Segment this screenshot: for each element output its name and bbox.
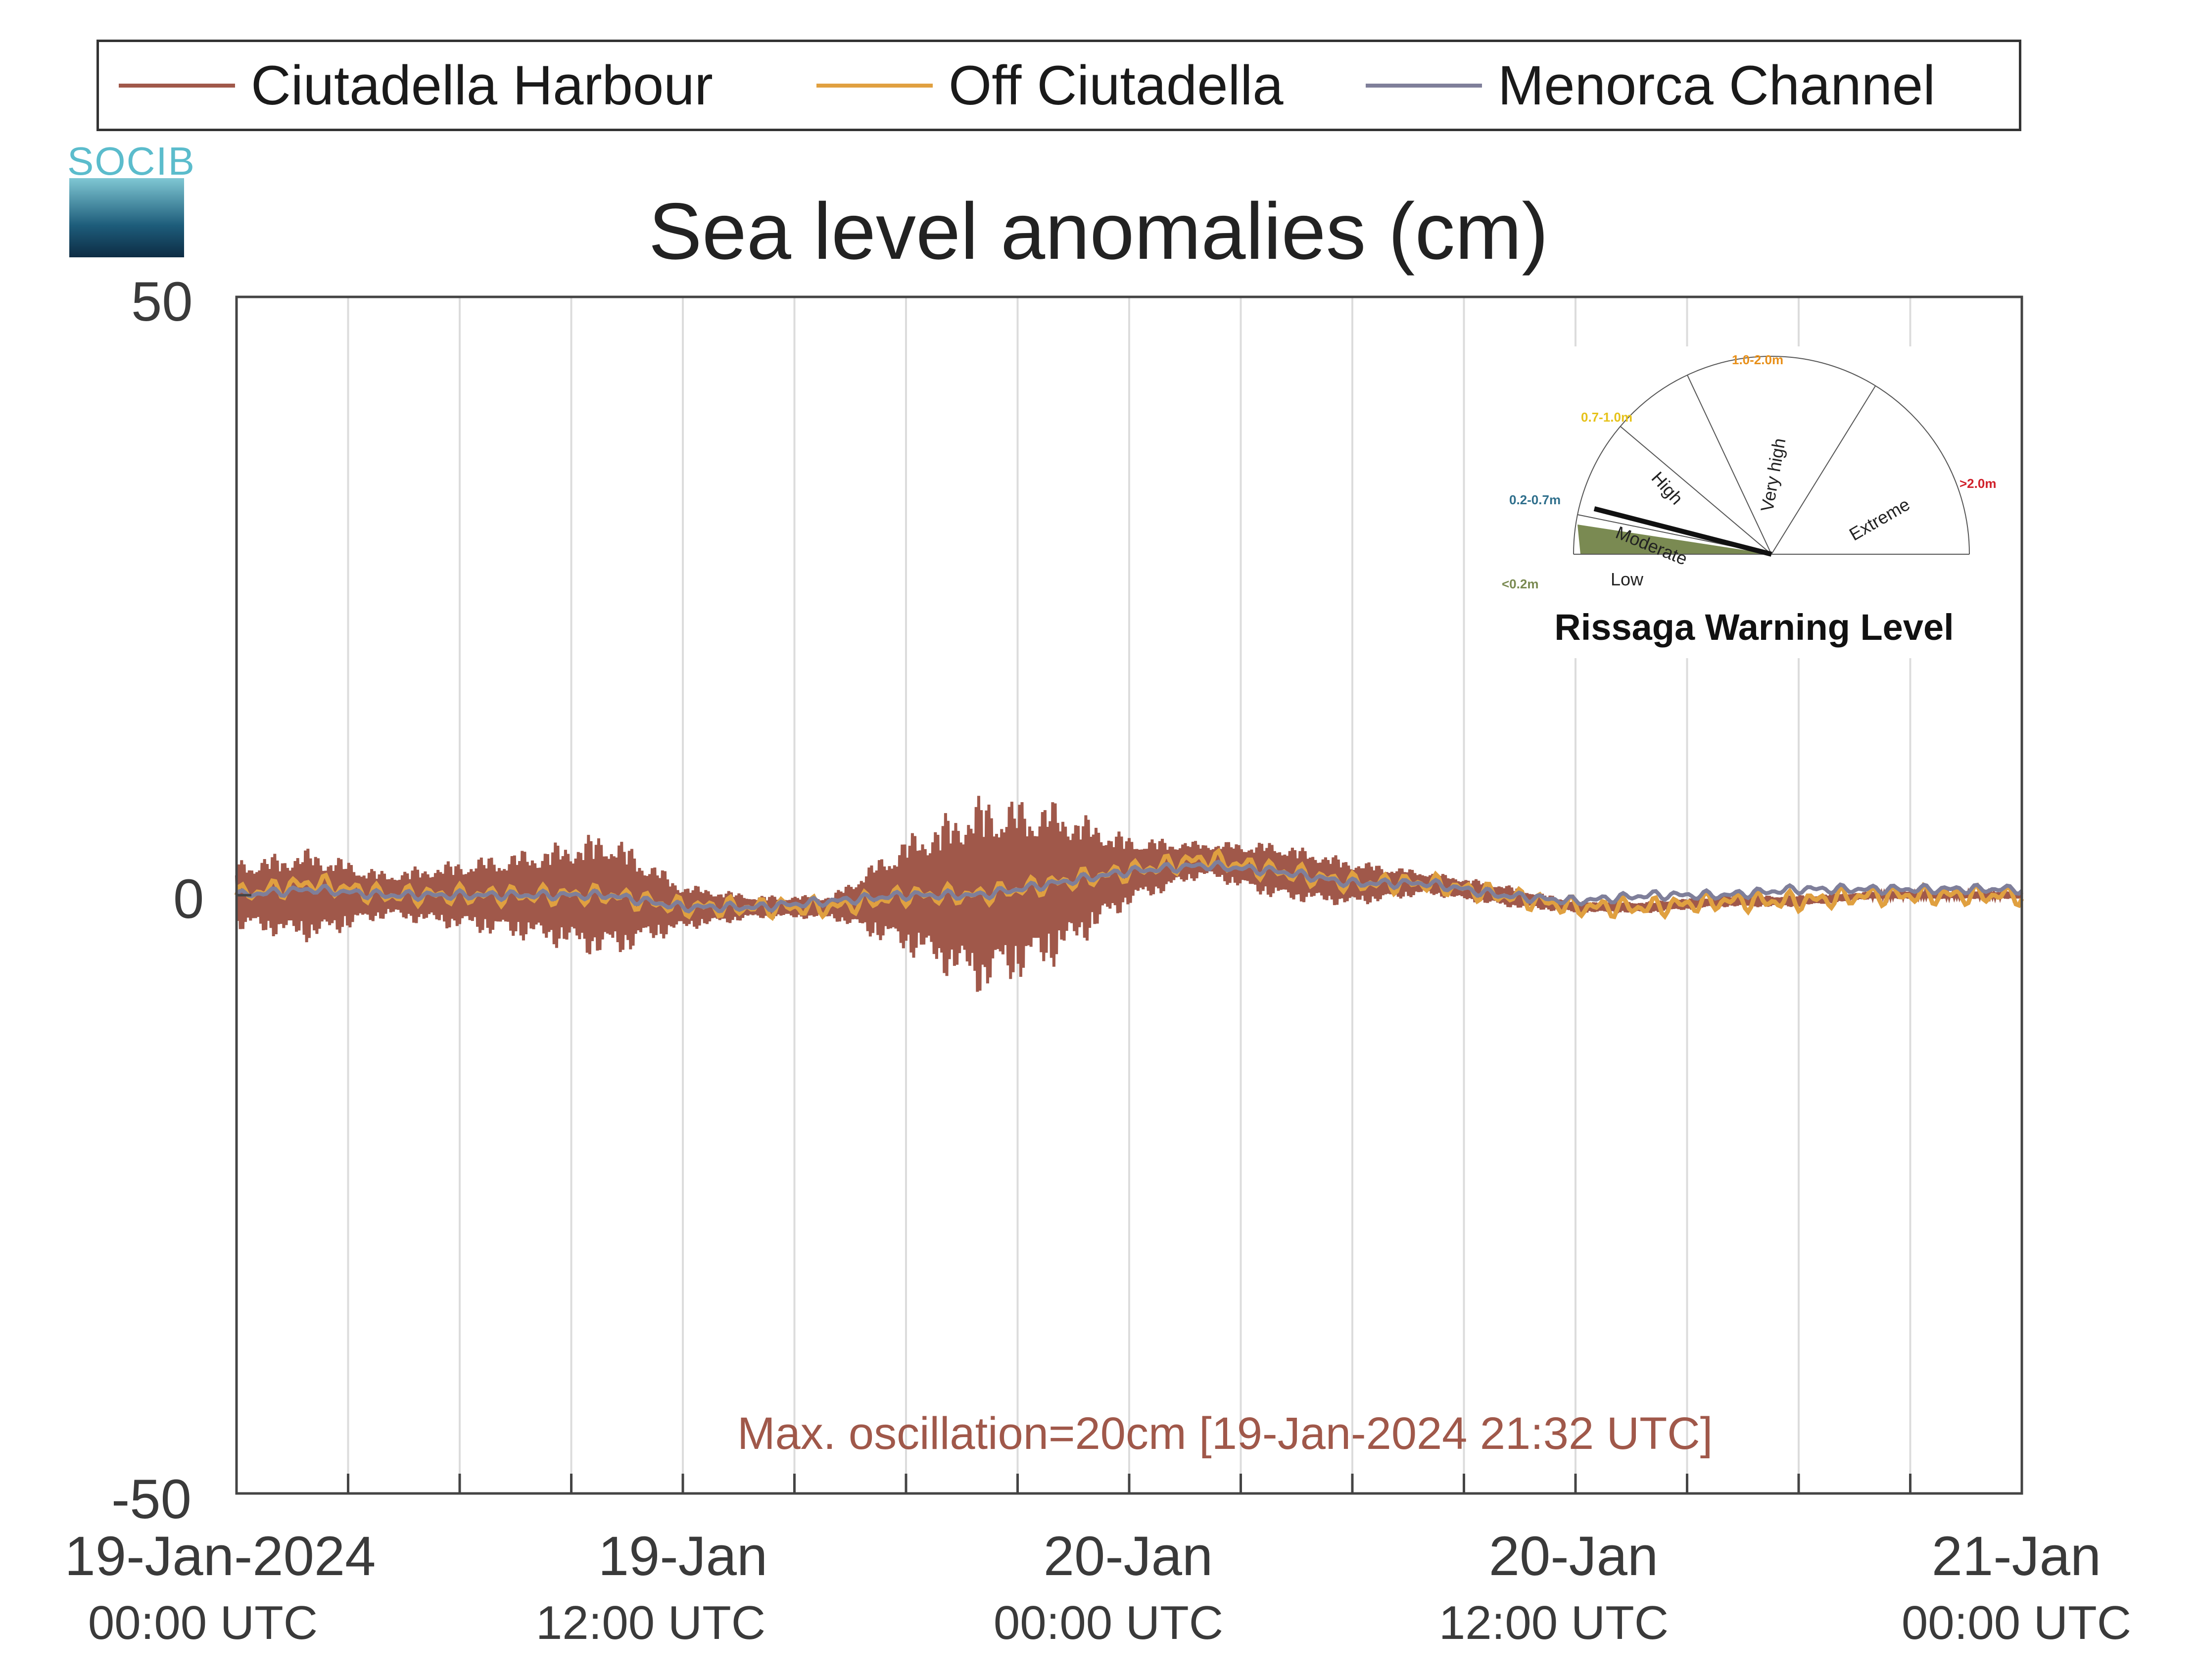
x-tick-label: 21-Jan	[1931, 1525, 2101, 1587]
gauge-divider	[1620, 426, 1772, 555]
series-line-ciutadella-harbour	[235, 796, 2023, 992]
axis-ticks	[237, 894, 1911, 1493]
legend-swatch	[119, 83, 235, 88]
x-tick-label: 20-Jan	[1488, 1525, 1659, 1587]
x-tick-label: 20-Jan	[1043, 1525, 1213, 1587]
x-tick-sublabel: 00:00 UTC	[88, 1596, 318, 1649]
gauge-level-label: Low	[1611, 569, 1644, 589]
logo-text: SOCIB	[67, 139, 195, 183]
gauge-range-label: >2.0m	[1959, 476, 1997, 491]
x-tick-sublabel: 12:00 UTC	[535, 1596, 766, 1649]
gauge-range-label: 0.7-1.0m	[1581, 410, 1633, 425]
legend-label: Off Ciutadella	[949, 54, 1284, 116]
gauge-divider	[1687, 375, 1772, 555]
legend-item-ciutadella-harbour: Ciutadella Harbour	[119, 42, 713, 129]
series-lines	[234, 796, 2024, 992]
legend-item-menorca-channel: Menorca Channel	[1366, 42, 1935, 129]
chart-title: Sea level anomalies (cm)	[648, 187, 1549, 276]
legend-label: Menorca Channel	[1498, 54, 1936, 116]
y-tick-label: 50	[131, 271, 193, 333]
x-tick-sublabel: 12:00 UTC	[1438, 1596, 1669, 1649]
logo-graphic	[69, 178, 184, 257]
gauge-dial	[1573, 356, 1970, 557]
chart-legend: Ciutadella Harbour Off Ciutadella Menorc…	[96, 40, 2021, 131]
series-line-menorca-channel	[235, 859, 2023, 914]
gauge-range-label: 0.2-0.7m	[1509, 492, 1561, 507]
legend-item-off-ciutadella: Off Ciutadella	[816, 42, 1284, 129]
legend-swatch	[816, 83, 933, 88]
y-tick-label: -50	[111, 1468, 191, 1530]
x-tick-label: 19-Jan-2024	[64, 1525, 376, 1587]
gauge-title: Rissaga Warning Level	[1554, 607, 1954, 648]
rissaga-warning-gauge: <0.2m 0.2-0.7m 0.7-1.0m 1.0-2.0m >2.0m L…	[1489, 346, 2019, 658]
legend-swatch	[1366, 83, 1482, 88]
y-tick-label: 0	[173, 868, 204, 930]
socib-logo: SOCIB	[67, 139, 195, 257]
x-tick-sublabel: 00:00 UTC	[993, 1596, 1224, 1649]
gauge-divider	[1771, 385, 1876, 555]
gauge-range-label: <0.2m	[1502, 576, 1539, 591]
gauge-range-label: 1.0-2.0m	[1732, 352, 1784, 367]
max-oscillation-annotation: Max. oscillation=20cm [19-Jan-2024 21:32…	[737, 1408, 1713, 1459]
gauge-arc	[1573, 356, 1970, 555]
gauge-needle	[1593, 506, 1772, 557]
x-tick-label: 19-Jan	[598, 1525, 768, 1587]
legend-label: Ciutadella Harbour	[251, 54, 713, 116]
x-tick-sublabel: 00:00 UTC	[1901, 1596, 2132, 1649]
gauge-sector-low-fill	[1577, 525, 1771, 554]
